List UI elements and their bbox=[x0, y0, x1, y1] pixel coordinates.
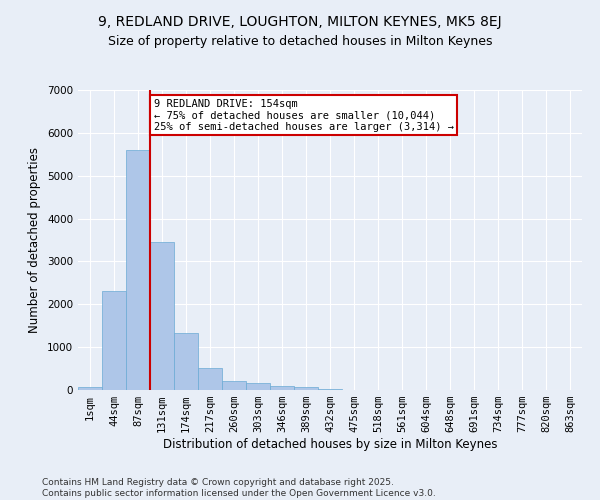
Bar bbox=[270, 386, 294, 390]
Bar bbox=[294, 388, 318, 390]
Bar bbox=[222, 381, 246, 390]
Y-axis label: Number of detached properties: Number of detached properties bbox=[28, 147, 41, 333]
Bar bbox=[126, 150, 150, 390]
X-axis label: Distribution of detached houses by size in Milton Keynes: Distribution of detached houses by size … bbox=[163, 438, 497, 451]
Bar bbox=[246, 382, 270, 390]
Bar bbox=[78, 386, 102, 390]
Text: 9 REDLAND DRIVE: 154sqm
← 75% of detached houses are smaller (10,044)
25% of sem: 9 REDLAND DRIVE: 154sqm ← 75% of detache… bbox=[154, 98, 454, 132]
Bar bbox=[174, 334, 198, 390]
Text: Size of property relative to detached houses in Milton Keynes: Size of property relative to detached ho… bbox=[108, 35, 492, 48]
Bar bbox=[198, 368, 222, 390]
Text: 9, REDLAND DRIVE, LOUGHTON, MILTON KEYNES, MK5 8EJ: 9, REDLAND DRIVE, LOUGHTON, MILTON KEYNE… bbox=[98, 15, 502, 29]
Text: Contains HM Land Registry data © Crown copyright and database right 2025.
Contai: Contains HM Land Registry data © Crown c… bbox=[42, 478, 436, 498]
Bar bbox=[318, 388, 342, 390]
Bar bbox=[102, 292, 126, 390]
Bar bbox=[150, 242, 174, 390]
